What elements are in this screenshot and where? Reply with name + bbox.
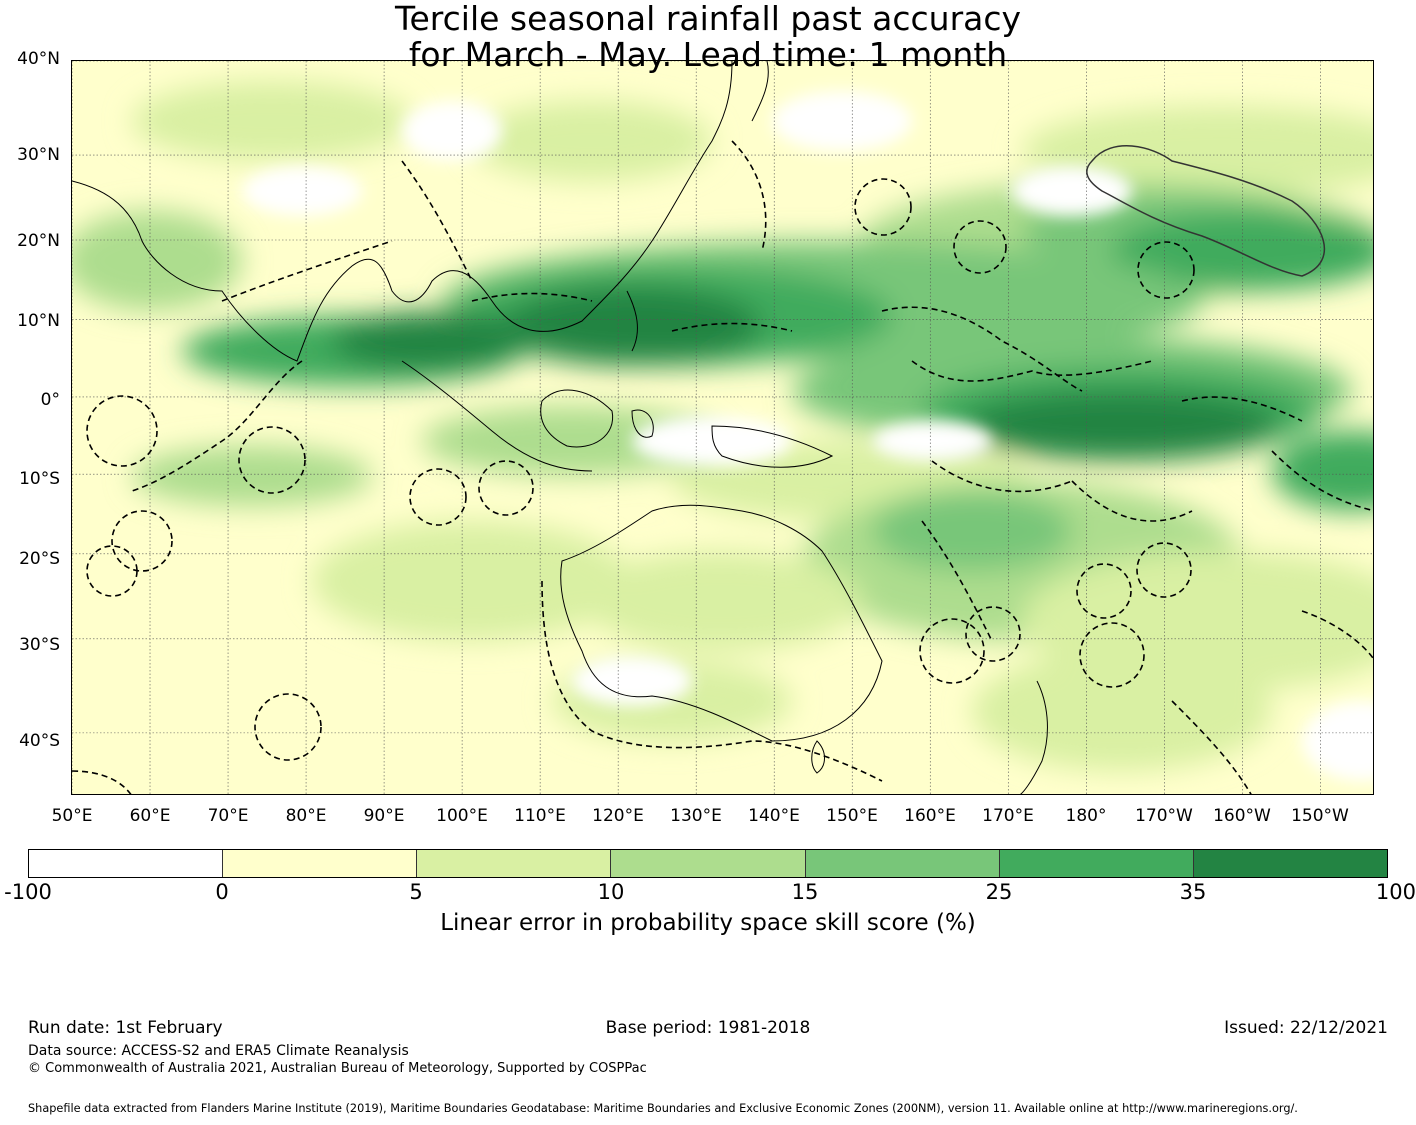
lon-label: 60°E	[129, 806, 171, 826]
lon-label: 80°E	[285, 806, 327, 826]
colorbar-segment	[417, 850, 612, 877]
lat-label: 10°S	[19, 469, 60, 489]
philippines-coastline	[626, 290, 638, 352]
lon-label: 50°E	[51, 806, 93, 826]
lon-label: 110°E	[514, 806, 566, 826]
sulawesi-coastline	[631, 409, 654, 438]
coastlines	[72, 61, 1048, 794]
skill-map	[71, 60, 1374, 795]
tasmania-coastline	[811, 740, 825, 774]
asia-coastline	[72, 61, 733, 362]
borneo-coastline	[540, 389, 614, 448]
lat-label: 40°S	[19, 731, 60, 751]
colorbar-segment	[29, 850, 224, 877]
sumatra-java-coastline	[401, 360, 593, 472]
map-title-line-1: Tercile seasonal rainfall past accuracy	[394, 0, 1022, 38]
lon-label: 180°	[1065, 806, 1107, 826]
colorbar-label: Linear error in probability space skill …	[440, 910, 976, 936]
colorbar-tick: 25	[985, 880, 1013, 904]
protected-area-boundary	[1086, 145, 1326, 277]
new-guinea-coastline	[711, 425, 834, 468]
lat-label: 30°N	[17, 145, 60, 165]
lat-label: 40°N	[17, 49, 60, 69]
colorbar-tick: 35	[1179, 880, 1207, 904]
map-title-line-2: for March - May. Lead time: 1 month	[408, 35, 1008, 74]
colorbar-tick: 10	[597, 880, 625, 904]
colorbar-tick: 100	[1375, 880, 1416, 904]
run-date: Run date: 1st February	[28, 1018, 223, 1038]
shapefile-credit: Shapefile data extracted from Flanders M…	[28, 1102, 1298, 1115]
skill-field-low	[242, 91, 1373, 781]
australia-coastline	[560, 504, 883, 742]
new-zealand-coastline	[1019, 680, 1048, 794]
colorbar-segment	[805, 850, 1000, 877]
lon-label: 130°E	[670, 806, 722, 826]
colorbar-tick: -100	[4, 880, 52, 904]
lat-label: 30°S	[19, 635, 60, 655]
korea-japan-coastline	[751, 61, 769, 122]
lat-label: 10°N	[17, 311, 60, 331]
lon-label: 170°W	[1135, 806, 1193, 826]
copyright-notice: © Commonwealth of Australia 2021, Austra…	[28, 1061, 647, 1076]
colorbar-segment	[223, 850, 418, 877]
colorbar-tick: 0	[215, 880, 229, 904]
colorbar-segment	[611, 850, 806, 877]
colorbar-tick: 15	[791, 880, 819, 904]
colorbar-segment	[999, 850, 1194, 877]
lon-label: 90°E	[363, 806, 405, 826]
data-source: Data source: ACCESS-S2 and ERA5 Climate …	[28, 1043, 409, 1059]
lat-label: 0°	[40, 390, 60, 410]
skill-field	[72, 81, 1373, 771]
lon-label: 120°E	[592, 806, 644, 826]
colorbar	[28, 849, 1388, 878]
eez-boundaries	[72, 140, 1373, 794]
lon-label: 170°E	[982, 806, 1034, 826]
lon-label: 100°E	[436, 806, 488, 826]
base-period: Base period: 1981-2018	[605, 1018, 811, 1038]
lat-label: 20°S	[19, 549, 60, 569]
lon-label: 70°E	[207, 806, 249, 826]
colorbar-tick: 5	[409, 880, 423, 904]
issued-date: Issued: 22/12/2021	[1224, 1018, 1388, 1038]
lon-label: 140°E	[748, 806, 800, 826]
lon-label: 160°W	[1213, 806, 1271, 826]
colorbar-segment	[1193, 850, 1387, 877]
skill-map-canvas	[72, 61, 1373, 794]
lon-label: 150°W	[1291, 806, 1349, 826]
lon-label: 150°E	[826, 806, 878, 826]
lon-label: 160°E	[904, 806, 956, 826]
lat-label: 20°N	[17, 231, 60, 251]
